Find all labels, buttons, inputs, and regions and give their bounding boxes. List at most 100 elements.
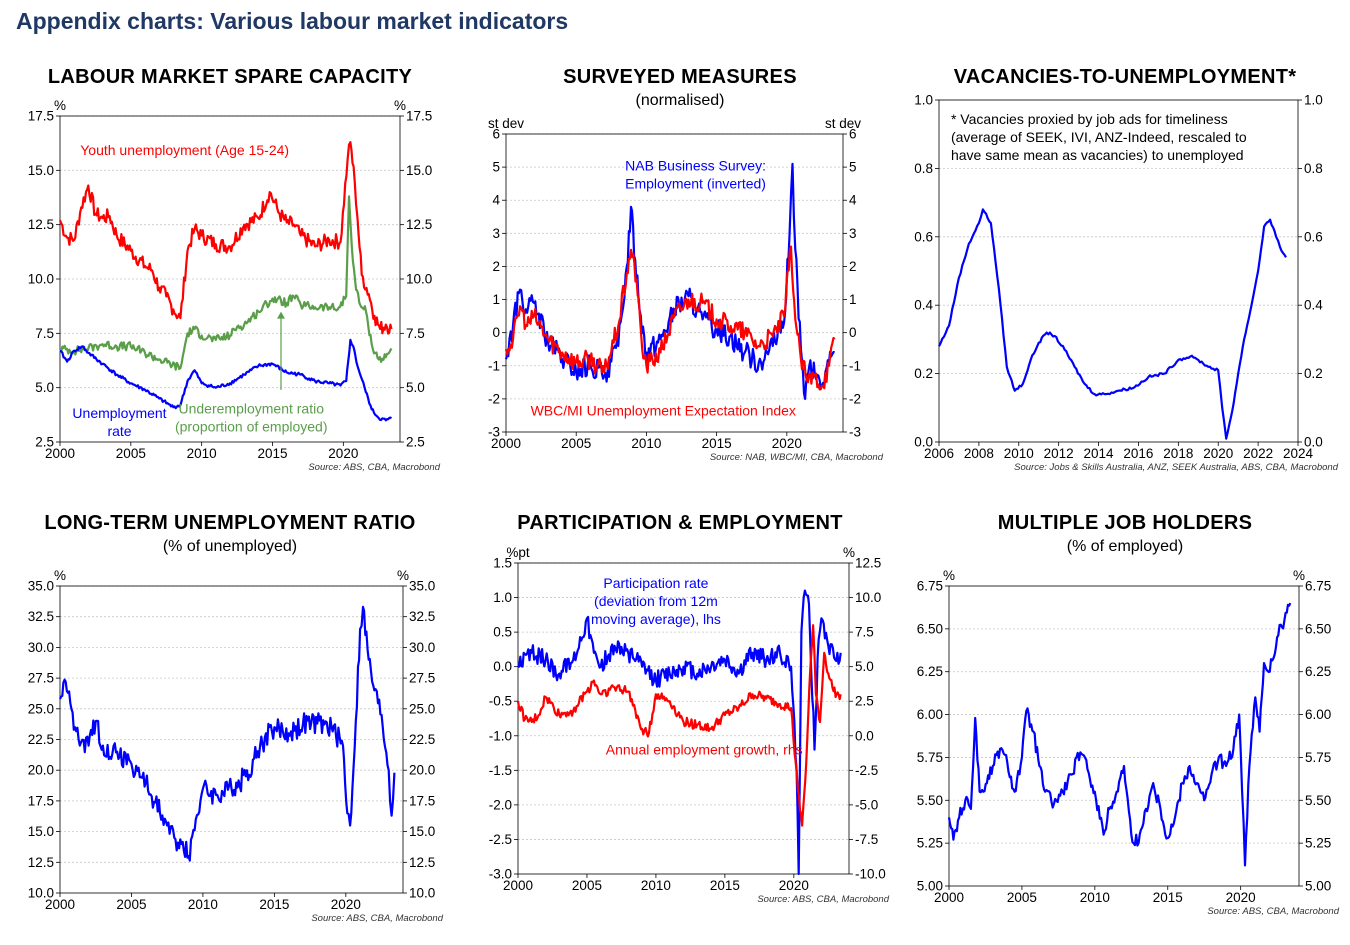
plot-frame — [948, 585, 1300, 887]
y-tick-label-left: 10.0 — [28, 272, 54, 287]
y-tick-label-left: 12.5 — [28, 855, 54, 870]
y-tick-label-left: 6 — [492, 127, 500, 142]
plot-frame — [938, 99, 1299, 443]
y-tick-label-left: 17.5 — [28, 793, 54, 808]
y-tick-label-right: -2.5 — [855, 763, 878, 778]
x-tick-label: 2000 — [45, 897, 75, 912]
plot-frame — [517, 562, 850, 875]
y-tick-label-left: 25.0 — [28, 701, 54, 716]
chart-svg: -3.0 -2.5 -2.0 -1.5 -1.0 -0.5 0.0 0.5 1.0 1.5 -10.… — [489, 545, 890, 905]
y-tick-label-right: 22.5 — [409, 732, 435, 747]
y-tick-label-right: 5.0 — [406, 380, 425, 395]
y-tick-label-right: 17.5 — [409, 793, 435, 808]
y-tick-label-right: -5.0 — [855, 797, 878, 812]
series-line — [504, 245, 836, 391]
x-tick-label: 2015 — [702, 436, 732, 451]
chart-annotation: Participation rate (deviation from 12m mov… — [591, 575, 721, 627]
y-tick-label-right: 30.0 — [409, 640, 435, 655]
y-tick-label-left: 0.4 — [914, 298, 933, 313]
y-tick-label-right: 5.00 — [1305, 879, 1331, 894]
y-tick-label-left: -1.0 — [489, 728, 512, 743]
y-tick-label-right: 17.5 — [406, 109, 432, 124]
y-unit-right: % — [843, 545, 855, 560]
y-tick-label-right: 0.8 — [1304, 161, 1323, 176]
annotation-arrow-head — [277, 311, 285, 319]
y-tick-label-right: -3 — [849, 425, 861, 440]
x-tick-label: 2015 — [259, 897, 289, 912]
y-tick-label-right: 7.5 — [406, 326, 425, 341]
chart-panel-multiple-job-holders: MULTIPLE JOB HOLDERS (% of employed) 5.0… — [905, 508, 1345, 938]
chart-annotation: WBC/MI Unemployment Expectation Index — [531, 402, 796, 418]
y-tick-label-left: 17.5 — [28, 109, 54, 124]
x-tick-label: 2000 — [503, 878, 533, 893]
y-tick-label-left: 5.00 — [917, 879, 943, 894]
y-tick-label-right: 32.5 — [409, 609, 435, 624]
x-tick-label: 2020 — [328, 446, 358, 461]
series-line — [938, 208, 1287, 440]
y-tick-label-left: 0.0 — [493, 659, 512, 674]
y-tick-label-right: 12.5 — [406, 217, 432, 232]
x-tick-label: 2010 — [188, 897, 218, 912]
y-tick-label-right: 2.5 — [406, 435, 425, 450]
x-tick-label: 2015 — [1153, 890, 1183, 905]
y-tick-label-right: -2 — [849, 391, 861, 406]
plot-frame — [59, 585, 404, 894]
y-tick-label-right: 27.5 — [409, 671, 435, 686]
y-tick-label-right: 5.50 — [1305, 793, 1331, 808]
y-tick-label-left: 7.5 — [35, 326, 54, 341]
y-tick-label-left: -2.0 — [489, 797, 512, 812]
y-unit-right: % — [1293, 568, 1305, 583]
y-tick-label-left: 6.50 — [917, 621, 943, 636]
chart-panel-labour-market-spare-capacity: LABOUR MARKET SPARE CAPACITY 2.5 5.0 7.5 10… — [10, 62, 450, 482]
series-line — [59, 338, 392, 422]
x-tick-label: 2000 — [934, 890, 964, 905]
x-tick-label: 2005 — [116, 897, 146, 912]
y-tick-label-left: 12.5 — [28, 217, 54, 232]
y-tick-label-right: -10.0 — [855, 867, 886, 882]
y-tick-label-right: 6 — [849, 127, 857, 142]
y-tick-label-left: 15.0 — [28, 824, 54, 839]
y-unit-left: % — [54, 568, 66, 583]
y-tick-label-right: 1 — [849, 292, 857, 307]
x-tick-label: 2014 — [1084, 446, 1115, 461]
chart-svg: 5.00 5.25 5.50 5.75 6.00 6.25 6.50 6.75 5.00 5.25… — [917, 568, 1340, 917]
y-tick-label-right: 0.0 — [1304, 435, 1323, 450]
x-tick-label: 2020 — [772, 436, 802, 451]
series-line — [947, 602, 1292, 867]
y-tick-label-right: 0.2 — [1304, 366, 1323, 381]
y-tick-label-right: 7.5 — [855, 625, 874, 640]
y-tick-label-left: 0.2 — [914, 366, 933, 381]
x-tick-label: 2005 — [116, 446, 146, 461]
chart-svg: 2.5 5.0 7.5 10.0 12.5 15.0 17.5 2.5 5.0 7.5 10.0 12… — [28, 98, 441, 473]
y-tick-label-right: 2.5 — [855, 694, 874, 709]
y-tick-label-left: -2 — [488, 391, 500, 406]
chart-svg: 10.0 12.5 15.0 17.5 20.0 22.5 25.0 27.5 30.0 32.5… — [28, 568, 444, 924]
y-tick-label-right: 3 — [849, 226, 857, 241]
y-tick-label-right: 20.0 — [409, 763, 435, 778]
y-tick-label-left: 1.0 — [493, 590, 512, 605]
x-tick-label: 2008 — [964, 446, 994, 461]
chart-source: Source: ABS, CBA, Macrobond — [311, 913, 443, 924]
y-tick-label-right: 12.5 — [855, 556, 881, 571]
y-tick-label-left: 5.50 — [917, 793, 943, 808]
y-unit-right: st dev — [825, 116, 861, 131]
y-tick-label-left: 0.6 — [914, 229, 933, 244]
chart-source: Source: ABS, CBA, Macrobond — [757, 894, 889, 905]
x-tick-label: 2020 — [331, 897, 361, 912]
y-tick-label-left: 0 — [492, 325, 500, 340]
y-tick-label-left: 5.75 — [917, 750, 943, 765]
chart-title: LABOUR MARKET SPARE CAPACITY — [47, 66, 413, 88]
x-tick-label: 2018 — [1163, 446, 1193, 461]
y-unit-right: % — [397, 568, 409, 583]
y-tick-label-left: 30.0 — [28, 640, 54, 655]
y-tick-label-right: 12.5 — [409, 855, 435, 870]
y-unit-left: %pt — [506, 545, 530, 560]
y-tick-label-left: 35.0 — [28, 579, 54, 594]
chart-subtitle: (% of employed) — [1066, 538, 1184, 555]
y-tick-label-right: 15.0 — [406, 163, 432, 178]
x-tick-label: 2020 — [1226, 890, 1256, 905]
x-tick-label: 2016 — [1123, 446, 1153, 461]
x-tick-label: 2020 — [1203, 446, 1233, 461]
chart-title: MULTIPLE JOB HOLDERS — [997, 512, 1253, 534]
